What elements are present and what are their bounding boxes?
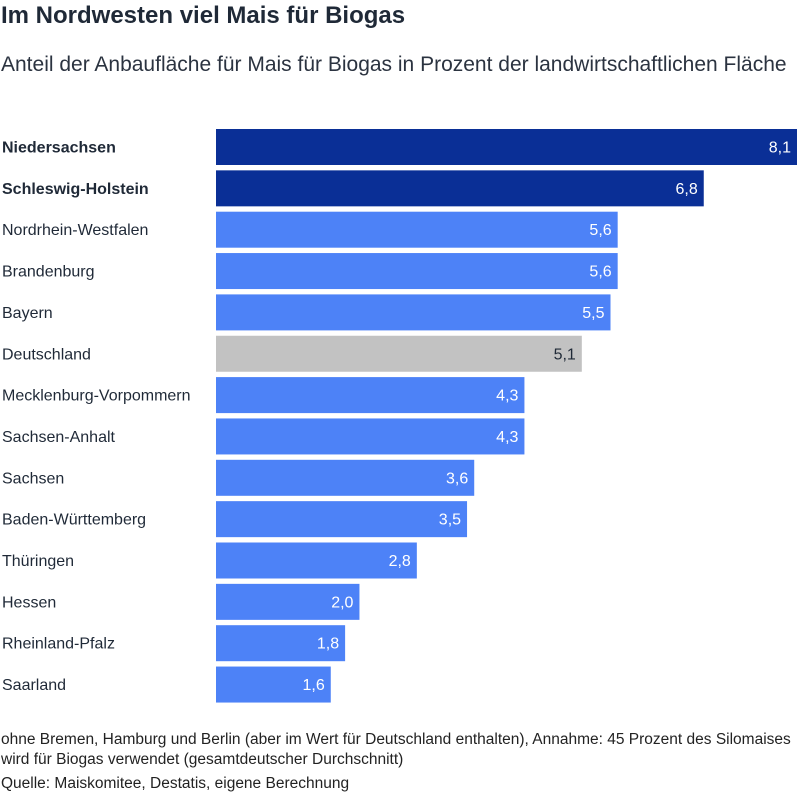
value-label-saarland: 1,6 [303, 677, 325, 694]
bar-row-mecklenburg-vorpommern: Mecklenburg-Vorpommern 4,3 [2, 377, 525, 414]
bar-row-nordrhein-westfalen: Nordrhein-Westfalen 5,6 [2, 211, 618, 248]
value-label-nordrhein-westfalen: 5,6 [589, 222, 611, 239]
bar-chart: Niedersachsen 8,1 Schleswig-Holstein 6,8 Nor… [2, 129, 797, 703]
category-label-hessen: Hessen [2, 594, 56, 611]
bar-rheinland-pfalz [216, 625, 346, 662]
bar-row-sachsen: Sachsen 3,6 [2, 459, 475, 496]
chart-title: Im Nordwesten viel Mais für Biogas [1, 2, 406, 29]
bar-niedersachsen [216, 129, 797, 165]
category-label-schleswig-holstein: Schleswig-Holstein [2, 181, 149, 198]
value-label-bayern: 5,5 [582, 305, 604, 322]
value-label-rheinland-pfalz: 1,8 [317, 636, 339, 653]
value-label-hessen: 2,0 [331, 594, 353, 611]
category-label-baden-wuerttemberg: Baden-Württemberg [2, 512, 146, 529]
bar-row-baden-wuerttemberg: Baden-Württemberg 3,5 [2, 501, 468, 538]
bar-nordrhein-westfalen [216, 211, 618, 248]
category-label-thueringen: Thüringen [2, 553, 74, 570]
bar-bayern [216, 294, 611, 331]
value-label-sachsen-anhalt: 4,3 [496, 429, 518, 446]
category-label-deutschland: Deutschland [2, 346, 91, 363]
category-label-mecklenburg-vorpommern: Mecklenburg-Vorpommern [2, 388, 191, 405]
value-label-sachsen: 3,6 [446, 470, 468, 487]
bar-row-saarland: Saarland 1,6 [2, 666, 331, 703]
bar-brandenburg [216, 253, 618, 290]
value-label-schleswig-holstein: 6,8 [676, 181, 698, 198]
bar-row-hessen: Hessen 2,0 [2, 583, 360, 620]
chart-subtitle: Anteil der Anbaufläche für Mais für Biog… [1, 53, 787, 76]
chart-source: Quelle: Maiskomitee, Destatis, eigene Be… [1, 775, 350, 792]
category-label-nordrhein-westfalen: Nordrhein-Westfalen [2, 222, 148, 239]
value-label-niedersachsen: 8,1 [769, 140, 791, 157]
category-label-niedersachsen: Niedersachsen [2, 140, 116, 157]
category-label-brandenburg: Brandenburg [2, 264, 95, 281]
bar-row-niedersachsen: Niedersachsen 8,1 [2, 129, 797, 165]
value-label-mecklenburg-vorpommern: 4,3 [496, 388, 518, 405]
bar-row-sachsen-anhalt: Sachsen-Anhalt 4,3 [2, 418, 525, 455]
bar-row-thueringen: Thüringen 2,8 [2, 542, 417, 579]
bar-row-rheinland-pfalz: Rheinland-Pfalz 1,8 [2, 625, 346, 662]
category-label-sachsen-anhalt: Sachsen-Anhalt [2, 429, 116, 446]
bar-hessen [216, 583, 360, 620]
category-label-rheinland-pfalz: Rheinland-Pfalz [2, 636, 115, 653]
bar-row-deutschland: Deutschland 5,1 [2, 335, 582, 372]
value-label-deutschland: 5,1 [554, 346, 576, 363]
bar-sachsen [216, 459, 475, 496]
bar-row-bayern: Bayern 5,5 [2, 294, 611, 331]
bar-thueringen [216, 542, 417, 579]
bar-sachsen-anhalt [216, 418, 525, 455]
category-label-saarland: Saarland [2, 677, 66, 694]
value-label-baden-wuerttemberg: 3,5 [439, 512, 461, 529]
chart-footnote: ohne Bremen, Hamburg und Berlin (aber im… [1, 731, 791, 768]
value-label-thueringen: 2,8 [389, 553, 411, 570]
bar-row-schleswig-holstein: Schleswig-Holstein 6,8 [2, 170, 704, 207]
bar-mecklenburg-vorpommern [216, 377, 525, 414]
bar-schleswig-holstein [216, 170, 704, 207]
category-label-sachsen: Sachsen [2, 470, 64, 487]
value-label-brandenburg: 5,6 [589, 264, 611, 281]
bar-saarland [216, 666, 331, 703]
bar-deutschland [216, 335, 582, 372]
category-label-bayern: Bayern [2, 305, 53, 322]
bar-row-brandenburg: Brandenburg 5,6 [2, 253, 618, 290]
bar-baden-wuerttemberg [216, 501, 468, 538]
